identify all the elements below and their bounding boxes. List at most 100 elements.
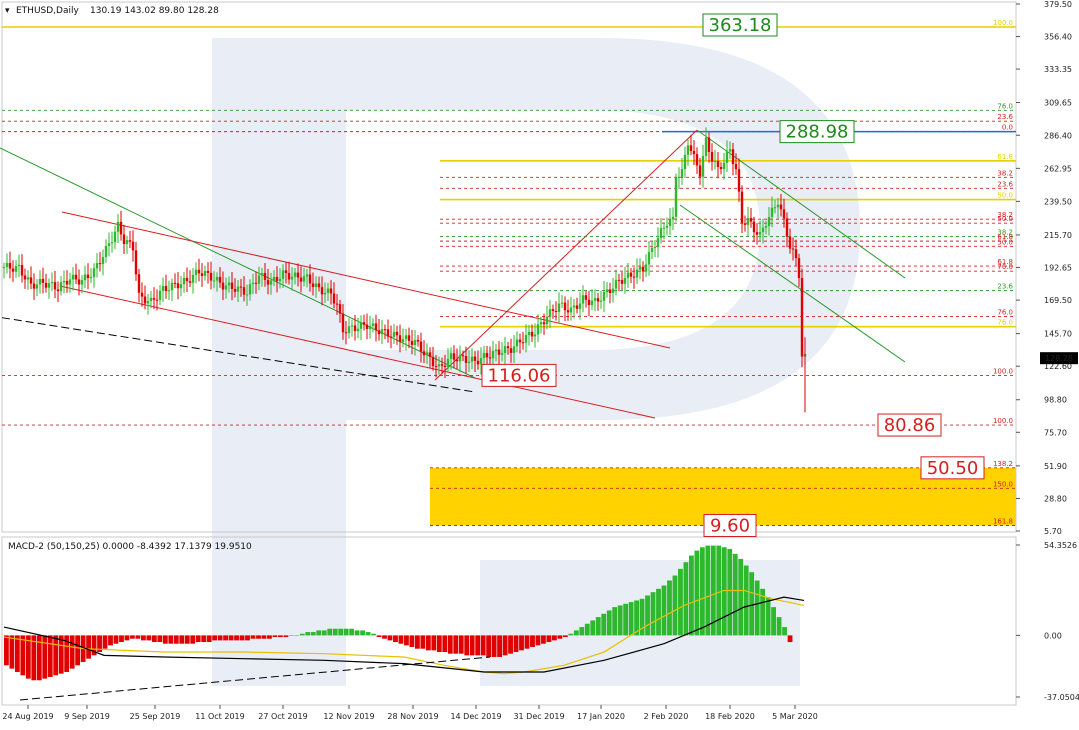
candle-body (644, 264, 648, 272)
candle-body (638, 266, 642, 270)
macd-histogram-bar (398, 635, 404, 644)
macd-histogram-bar (754, 580, 760, 636)
macd-trend-line (19, 656, 491, 701)
candle-body (692, 150, 696, 155)
candle-body (11, 268, 15, 272)
candle-body (605, 289, 609, 293)
candle-body (98, 263, 102, 265)
macd-histogram-bar (404, 635, 409, 646)
price-annotation-box (703, 514, 757, 538)
macd-main-line (3, 596, 805, 673)
macd-histogram-bar (206, 635, 212, 643)
price-annotation-box (702, 13, 778, 37)
price-axis-label: 51.90 (1044, 462, 1067, 471)
macd-histogram-bar (683, 562, 689, 636)
candle-body (749, 217, 753, 222)
candle-body (656, 238, 660, 248)
candle-body (350, 325, 354, 327)
candle-body (146, 301, 150, 304)
candle-body (251, 282, 255, 285)
date-axis-label: 18 Feb 2020 (705, 712, 755, 721)
macd-histogram-bar (782, 627, 787, 636)
candle-body (2, 266, 6, 268)
candle-body (218, 276, 222, 283)
macd-histogram-bar (250, 635, 256, 639)
macd-histogram-bar (645, 595, 650, 636)
macd-histogram-bar (25, 635, 31, 679)
macd-axis-label: -37.0504 (1044, 693, 1079, 702)
macd-histogram-bar (420, 635, 426, 649)
macd-histogram-bar (787, 635, 793, 643)
price-annotation-box (920, 456, 985, 480)
candle-body (125, 240, 129, 244)
macd-histogram-bar (689, 555, 694, 636)
macd-histogram-bar (617, 605, 623, 636)
macd-histogram-bar (124, 635, 130, 641)
macd-histogram-bar (332, 628, 338, 636)
macd-histogram-bar (667, 580, 672, 636)
candle-body (335, 303, 339, 305)
candle-body (248, 284, 252, 295)
macd-histogram-bar (656, 588, 661, 636)
candle-body (632, 276, 636, 278)
price-annotation-box (779, 120, 855, 144)
price-annotation-label: 288.98 (786, 122, 849, 143)
candle-body (35, 284, 39, 289)
candle-body (662, 227, 666, 229)
macd-histogram-bar (64, 635, 70, 672)
candle-body (791, 248, 795, 250)
candle-body (734, 164, 738, 170)
price-annotation-label: 363.18 (709, 15, 772, 36)
candle-body (230, 282, 234, 290)
candle-body (626, 272, 630, 279)
macd-histogram-bar (415, 635, 420, 649)
macd-histogram-bar (173, 635, 179, 644)
candle-body (365, 324, 369, 329)
macd-histogram-bar (223, 635, 228, 641)
candle-body (452, 353, 456, 360)
trend-line (434, 129, 698, 381)
candle-body (758, 232, 762, 235)
candle-body (431, 356, 435, 367)
candle-body (113, 231, 117, 243)
fib-level-label: 138.2 (993, 460, 1013, 468)
macd-histogram-bar (678, 568, 683, 636)
candle-body (311, 283, 315, 287)
macd-histogram-bar (519, 635, 524, 651)
macd-histogram-bar (146, 635, 152, 641)
candle-body (212, 280, 216, 282)
candle-body (266, 279, 270, 285)
candle-body (377, 330, 381, 335)
candle-body (614, 279, 618, 289)
macd-histogram-bar (524, 635, 530, 649)
candle-body (542, 322, 546, 325)
macd-histogram-bar (535, 635, 541, 646)
macd-histogram-bar (58, 635, 64, 674)
candle-body (671, 216, 675, 220)
candle-body (269, 280, 273, 285)
candle-body (29, 277, 33, 284)
date-axis-label: 2 Feb 2020 (644, 712, 689, 721)
symbol-dropdown-arrow[interactable]: ▾ (5, 6, 10, 16)
candle-body (332, 293, 336, 304)
candle-body (470, 356, 474, 362)
candle-body (677, 176, 681, 178)
candle-body (602, 292, 606, 301)
fib-level-label: 38.2 (997, 229, 1013, 237)
candle-body (245, 294, 249, 296)
candle-body (158, 290, 162, 300)
candle-body (386, 329, 390, 337)
fib-level-label: 50.0 (997, 238, 1013, 246)
candle-body (512, 346, 516, 353)
candle-body (185, 277, 189, 282)
macd-histogram-bar (732, 553, 738, 636)
candle-body (359, 322, 363, 329)
candle-body (569, 307, 573, 313)
candle-body (722, 162, 726, 170)
macd-histogram-bar (694, 550, 700, 636)
fib-level-label: 76.0 (997, 102, 1013, 110)
price-axis-label: 192.65 (1044, 263, 1072, 272)
candle-body (665, 225, 669, 228)
macd-histogram-bar (393, 635, 398, 643)
candle-body (728, 149, 732, 152)
